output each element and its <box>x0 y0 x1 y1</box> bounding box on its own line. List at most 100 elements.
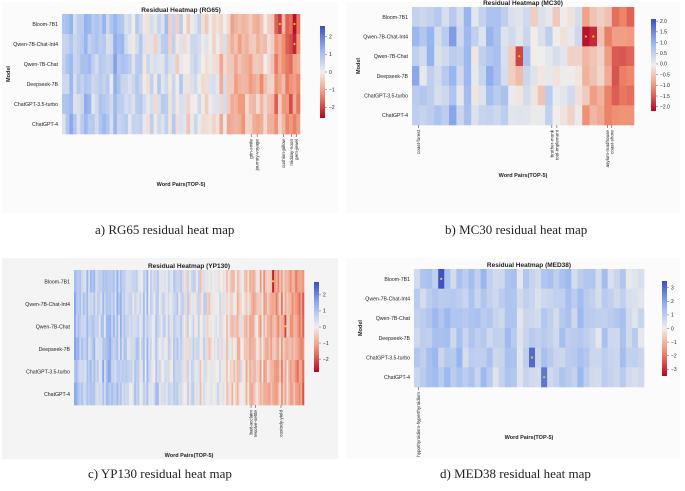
heatmap-cell <box>626 26 635 47</box>
heatmap-cell <box>160 54 165 75</box>
heatmap-cell <box>426 328 433 348</box>
heatmap-cell <box>516 288 524 309</box>
heatmap-cell <box>102 54 107 75</box>
heatmap-cell <box>250 337 253 361</box>
heatmap-cell <box>120 337 123 361</box>
heatmap-cell <box>77 360 80 383</box>
heatmap-cell <box>82 360 85 383</box>
heatmap-cell <box>468 367 475 388</box>
heatmap-cell <box>254 292 257 316</box>
heatmap-cell <box>419 26 428 47</box>
heatmap-cell <box>196 337 199 361</box>
heatmap-cell <box>193 94 198 115</box>
heatmap-cell <box>186 94 191 115</box>
heatmap-cell <box>559 269 566 289</box>
heatmap-cell <box>166 315 169 338</box>
heatmap-cell <box>560 66 568 86</box>
heatmap-cell <box>88 292 91 316</box>
heatmap-cell <box>190 114 195 135</box>
heatmap-cell <box>535 308 542 329</box>
heatmap-cell <box>286 337 289 361</box>
heatmap-cell <box>131 74 136 95</box>
heatmap-cell <box>456 46 465 67</box>
heatmap-cell <box>300 292 303 316</box>
heatmap-cell <box>245 360 248 383</box>
heatmap-cell <box>162 360 165 383</box>
heatmap-cell <box>215 337 218 361</box>
heatmap-cell <box>284 337 287 361</box>
heatmap-cell <box>412 105 420 126</box>
heatmap-cell <box>249 292 252 316</box>
heatmap-cell <box>267 74 272 95</box>
heatmap-cell <box>266 382 269 406</box>
heatmap-cell <box>116 292 119 316</box>
heatmap-cell <box>143 270 146 293</box>
heatmap-cell <box>552 7 561 27</box>
heatmap-cell <box>254 382 257 406</box>
heatmap-cell <box>121 360 124 383</box>
heatmap-cell <box>82 382 85 406</box>
heatmap-cell <box>164 360 167 383</box>
heatmap-cell <box>286 382 289 406</box>
heatmap-cell <box>300 270 303 293</box>
heatmap-cell <box>111 292 114 316</box>
heatmap-cell <box>296 14 301 35</box>
heatmap-cell <box>93 292 96 316</box>
heatmap-cell <box>91 315 94 338</box>
heatmap-cell <box>281 34 286 55</box>
heatmap-cell <box>583 269 590 289</box>
heatmap-cell <box>183 337 186 361</box>
heatmap-cell <box>199 315 202 338</box>
heatmap-cell <box>289 74 293 95</box>
heatmap-cell <box>565 308 572 329</box>
heatmap-cell <box>565 367 572 388</box>
heatmap-cell <box>69 34 74 55</box>
heatmap-cell <box>537 105 546 126</box>
heatmap-cell <box>146 270 149 293</box>
colorbar-tick-label: 1.0 <box>660 40 667 46</box>
heatmap-cell <box>193 34 198 55</box>
heatmap-cell <box>263 360 266 383</box>
heatmap-cell <box>201 14 206 35</box>
heatmap-cell <box>226 94 231 115</box>
heatmap-cell <box>298 315 301 338</box>
heatmap-cell <box>552 26 561 47</box>
colorbar-tick-label: −2 <box>671 353 677 359</box>
heatmap-cell <box>81 360 84 383</box>
heatmap-cell <box>181 360 184 383</box>
heatmap-cell <box>419 85 428 106</box>
heatmap-cell <box>582 46 590 67</box>
heatmap-cell <box>259 315 262 338</box>
heatmap-cell <box>91 270 94 293</box>
heatmap-cell <box>230 114 235 135</box>
med38-chart-title: Residual Heatmap (MED38) <box>487 262 571 269</box>
heatmap-cell <box>79 382 82 406</box>
heatmap-cell <box>91 382 94 406</box>
heatmap-cell <box>611 105 620 126</box>
heatmap-cell <box>243 270 246 293</box>
heatmap-cell <box>150 315 153 338</box>
heatmap-cell <box>238 292 241 316</box>
heatmap-cell <box>91 54 96 75</box>
heatmap-cell <box>426 85 435 106</box>
heatmap-cell <box>240 270 243 293</box>
mc30-x-axis-label: Word Pairs(TOP-5) <box>499 173 548 179</box>
heatmap-cell <box>288 337 291 361</box>
heatmap-cell <box>65 34 70 55</box>
heatmap-cell <box>210 292 213 316</box>
heatmap-cell <box>190 14 195 35</box>
yp130-heatmap-svg: Residual Heatmap (YP130)Bloom-7B1Qwen-7B… <box>2 258 338 459</box>
heatmap-cell <box>237 14 242 35</box>
heatmap-cell <box>62 54 66 75</box>
heatmap-cell <box>84 292 87 316</box>
heatmap-cell <box>252 382 255 406</box>
heatmap-cell <box>222 360 225 383</box>
heatmap-cell <box>438 288 445 309</box>
heatmap-cell <box>181 315 184 338</box>
highlight-marker <box>518 55 521 58</box>
heatmap-cell <box>529 288 536 309</box>
heatmap-cell <box>231 315 234 338</box>
heatmap-cell <box>109 114 114 135</box>
heatmap-cell <box>498 308 506 329</box>
heatmap-cell <box>116 74 121 95</box>
